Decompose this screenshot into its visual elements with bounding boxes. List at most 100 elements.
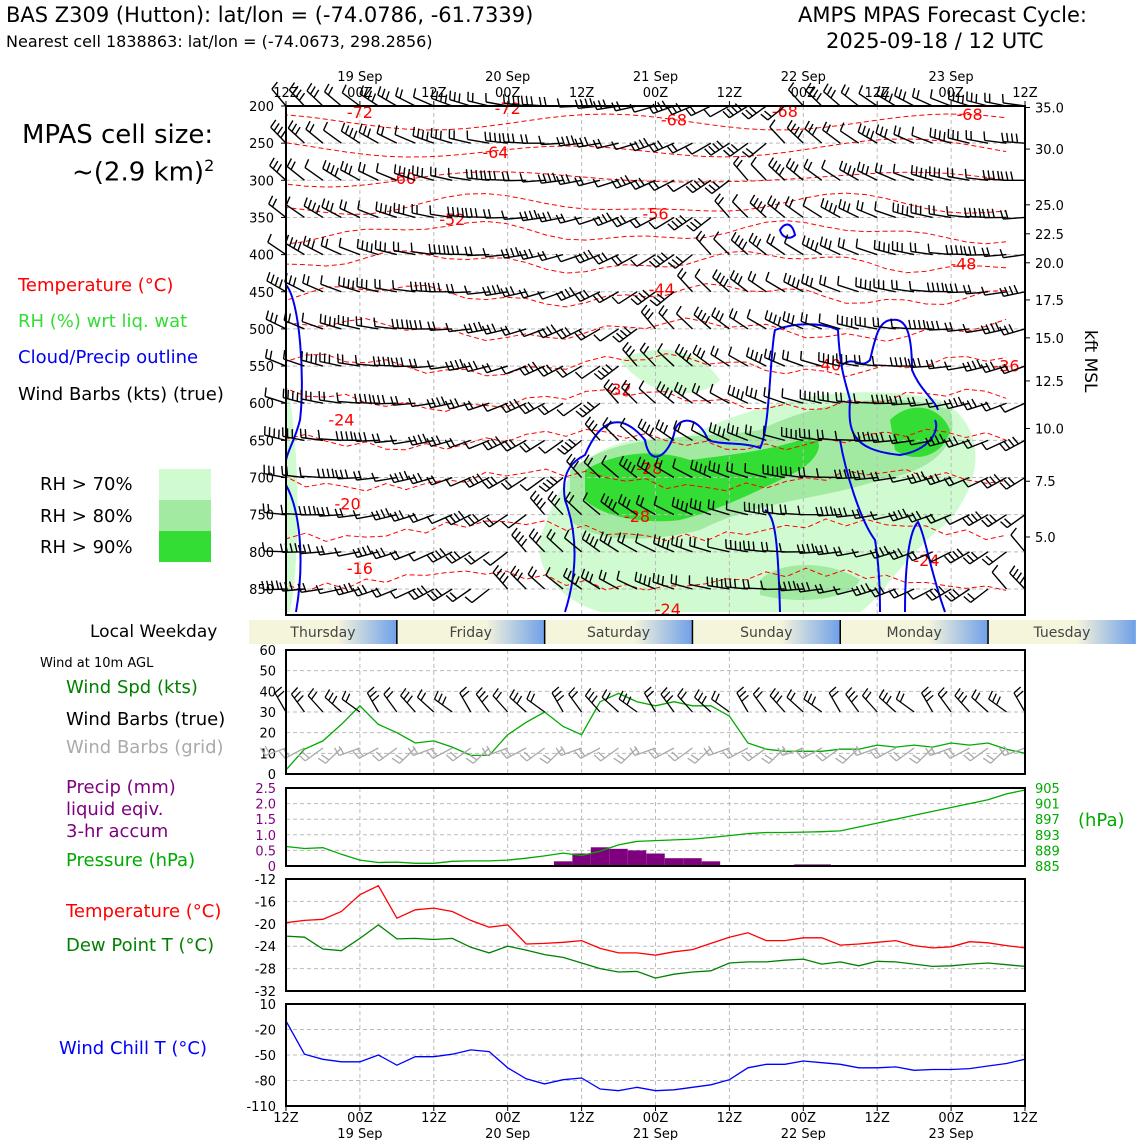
wind-barb	[1000, 171, 1026, 182]
wind-barb	[267, 233, 287, 256]
wind-barb	[861, 688, 878, 713]
wind-barb	[786, 689, 804, 713]
wind-barb	[856, 161, 878, 181]
wind-barb	[481, 363, 508, 374]
wind-barb	[929, 127, 952, 144]
wind-barb	[463, 473, 490, 488]
wind-barb	[574, 176, 601, 187]
wind-barb	[482, 247, 508, 258]
wind-barb	[319, 352, 342, 367]
precip-bar	[646, 853, 665, 866]
legend-rh90: RH > 90%	[40, 537, 133, 558]
wind-barb	[412, 126, 435, 144]
wind-barb	[891, 241, 915, 256]
wind-barb	[785, 157, 804, 181]
legend-temperature: Temperature (°C)	[18, 275, 174, 296]
rh70-swatch	[159, 469, 211, 500]
kft-tick-label: 12.5	[1035, 375, 1064, 390]
wind-barb	[873, 239, 896, 256]
wind-barb	[982, 169, 1007, 182]
wind-barb	[389, 435, 416, 445]
bottom-time-tick: 00Z	[938, 1111, 964, 1126]
wind-barb	[634, 571, 656, 590]
wind-barb	[814, 544, 841, 556]
wind-barb	[593, 328, 619, 342]
wind-barb	[752, 687, 767, 713]
wind-barb	[547, 490, 564, 516]
wind-barb	[353, 470, 379, 481]
wind-barb	[685, 105, 712, 117]
wind-barb	[629, 177, 656, 190]
wind-barb	[925, 551, 952, 563]
pressure-tick-label: 300	[249, 174, 274, 189]
wind-barb	[925, 398, 952, 408]
wind-barb	[694, 268, 712, 293]
wind-barb	[714, 193, 730, 218]
wind-barb	[870, 471, 896, 482]
wind-barb	[562, 567, 583, 590]
wind-barb	[352, 747, 379, 759]
wind-barb	[947, 90, 970, 107]
wind-barb	[307, 688, 324, 713]
wind-barb	[500, 365, 527, 375]
wind-barb	[339, 160, 361, 181]
wind-barb	[428, 243, 453, 256]
wind-barb	[555, 326, 582, 340]
wind-barb	[943, 361, 970, 371]
wind-barb	[337, 314, 361, 330]
wind-barb	[575, 401, 601, 418]
y-tick-label: 50	[259, 665, 276, 680]
wind-barb	[673, 381, 693, 404]
wind-barb	[556, 135, 582, 147]
wind-barb	[371, 747, 398, 762]
wind-barb	[519, 747, 546, 762]
wind-barb	[870, 432, 896, 443]
wind-barb	[426, 588, 453, 602]
precip-bar	[572, 853, 591, 866]
wind-barb	[835, 747, 860, 764]
pressure-tick-label: 600	[249, 397, 274, 412]
wind-barb	[407, 512, 435, 524]
top-date-label: 19 Sep	[337, 70, 382, 85]
wind-barb	[297, 582, 324, 593]
wind-barb	[391, 318, 416, 330]
wind-barb	[655, 419, 675, 441]
wind-barb	[592, 291, 619, 304]
wind-barb	[731, 193, 749, 218]
temperature-label: -24	[655, 600, 681, 619]
wind-barb	[526, 690, 546, 713]
precip-bar	[701, 861, 721, 866]
temperature-contour	[285, 171, 1007, 188]
wind-barb	[370, 587, 398, 598]
wind-barb	[518, 328, 545, 338]
wind-barb	[728, 308, 749, 330]
wind-barb	[463, 513, 490, 527]
wind-barb	[929, 166, 952, 181]
precip-panel	[285, 787, 1026, 867]
wind-barb	[334, 508, 360, 519]
pressure-tick-label: 893	[1035, 829, 1060, 844]
wind-barb	[648, 252, 675, 268]
wind-barb	[781, 349, 804, 367]
top-date-label: 20 Sep	[485, 70, 530, 85]
wind-barb	[839, 122, 860, 144]
wind-barb	[869, 585, 896, 598]
wind-barb	[965, 130, 989, 144]
wind-barb	[390, 357, 416, 368]
wind-barb	[741, 105, 767, 120]
wind-barb	[426, 547, 453, 563]
precip-bar	[553, 861, 573, 866]
wind-barb	[815, 747, 841, 762]
wind-barb	[672, 458, 693, 479]
wind-barb	[999, 476, 1026, 490]
wind-barb	[464, 551, 490, 565]
wind-barb	[592, 212, 619, 227]
wind-barb	[814, 583, 841, 594]
wind-barb	[580, 568, 601, 590]
temperature-label: -56	[642, 205, 668, 224]
wind-barb	[341, 690, 361, 713]
wind-panel	[285, 649, 1026, 775]
wind-barb	[322, 121, 342, 144]
cloud-outline-path	[285, 484, 302, 613]
wind-barb	[392, 280, 416, 293]
